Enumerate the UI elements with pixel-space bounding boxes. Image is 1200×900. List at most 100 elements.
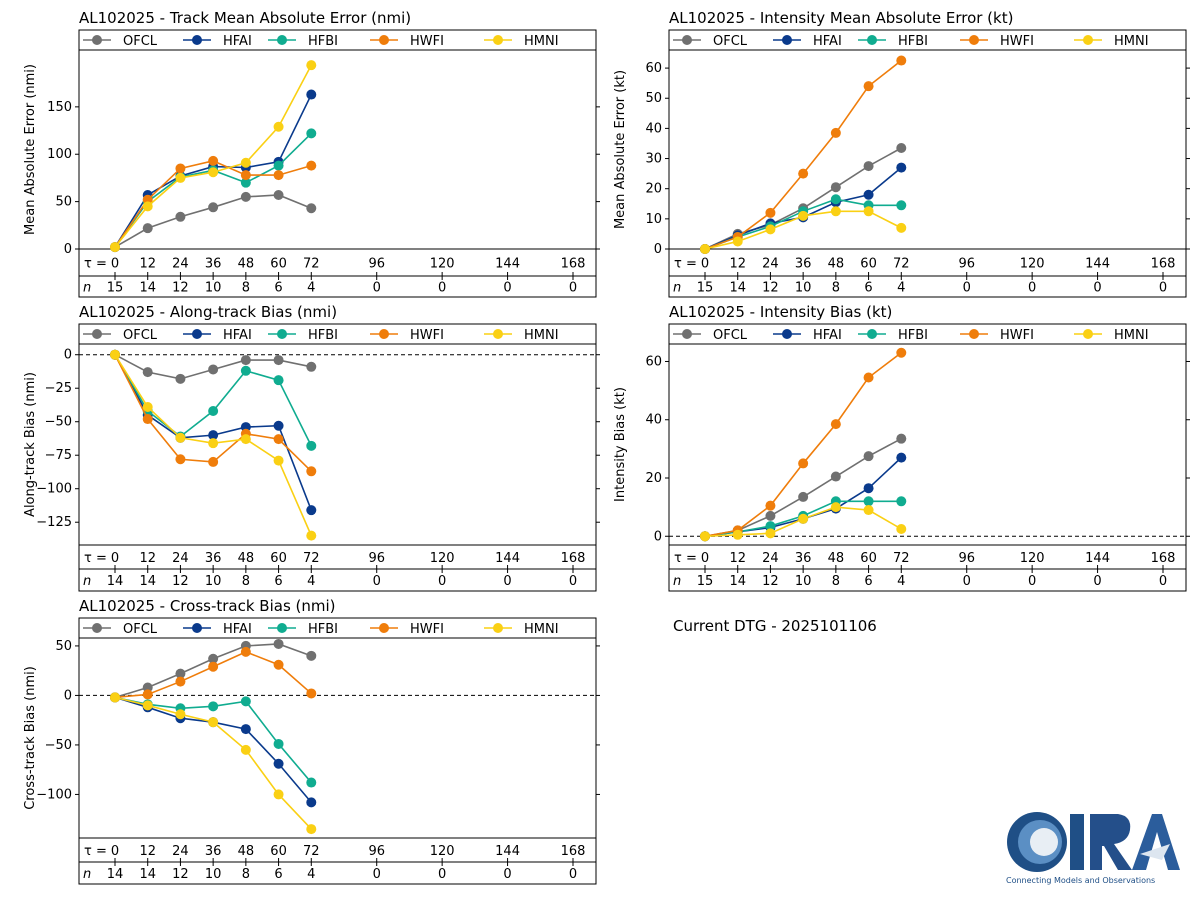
legend-label: HFAI (813, 34, 842, 49)
n-count-label: 0 (438, 574, 446, 589)
tau-label: 60 (270, 844, 287, 859)
data-point-hfai (863, 189, 874, 200)
n-count-label: 0 (569, 281, 577, 296)
legend-item-hfbi: HFBI (858, 34, 928, 49)
legend-item-ofcl: OFCL (673, 328, 748, 343)
intensity-panel: AL102025 - Intensity Mean Absolute Error… (613, 9, 1190, 298)
tau-label: 144 (495, 551, 520, 566)
n-count-label: 14 (107, 867, 124, 882)
data-point-hmni (240, 157, 251, 168)
legend-label: OFCL (713, 328, 748, 343)
legend-item-hfbi: HFBI (858, 328, 928, 343)
track-panel: AL102025 - Track Mean Absolute Error (nm… (23, 9, 600, 298)
legend-label: HFBI (308, 328, 338, 343)
data-point-hwfi (273, 434, 284, 445)
data-point-hfbi (273, 160, 284, 171)
series-line-hfai (114, 696, 312, 803)
data-point-hfai (896, 452, 907, 463)
legend-item-ofcl: OFCL (673, 34, 748, 49)
legend-label: OFCL (713, 34, 748, 49)
tau-label: 0 (701, 257, 709, 272)
data-point-hwfi (142, 414, 153, 425)
data-point-hwfi (830, 419, 841, 430)
tau-label: 12 (729, 551, 746, 566)
data-point-ofcl (896, 142, 907, 153)
data-point-hwfi (175, 163, 186, 174)
legend-item-hwfi: HWFI (370, 34, 444, 49)
tau-label: 72 (303, 551, 320, 566)
data-point-hmni (273, 789, 284, 800)
data-point-ofcl (798, 491, 809, 502)
data-point-hwfi (798, 458, 809, 469)
n-count-label: 4 (307, 281, 315, 296)
y-tick-label: 150 (47, 100, 72, 115)
legend-marker (782, 329, 792, 339)
legend-label: HMNI (1114, 34, 1149, 49)
y-tick-label: 50 (55, 195, 72, 210)
data-point-hfai (896, 162, 907, 173)
legend-label: HMNI (1114, 328, 1149, 343)
legend-marker (493, 623, 503, 633)
n-count-label: 4 (897, 281, 905, 296)
n-count-label: 4 (897, 574, 905, 589)
n-count-label: 4 (307, 574, 315, 589)
data-point-hwfi (240, 170, 251, 181)
n-count-label: 8 (242, 281, 250, 296)
n-count-label: 14 (729, 281, 746, 296)
data-point-hmni (896, 523, 907, 534)
data-point-hwfi (306, 688, 317, 699)
cross-title: AL102025 - Cross-track Bias (nmi) (79, 597, 336, 615)
data-point-hwfi (863, 81, 874, 92)
data-point-hwfi (863, 372, 874, 383)
tau-label: 24 (172, 551, 189, 566)
data-point-hwfi (175, 676, 186, 687)
tau-prefix: τ = (84, 551, 107, 566)
data-point-hfbi (240, 365, 251, 376)
legend-marker (192, 623, 202, 633)
n-count-label: 0 (373, 867, 381, 882)
data-point-hmni (765, 528, 776, 539)
legend-label: HMNI (524, 622, 559, 637)
n-count-label: 12 (172, 867, 189, 882)
data-point-ofcl (240, 355, 251, 366)
y-tick-label: 0 (64, 688, 72, 703)
n-count-label: 8 (832, 574, 840, 589)
n-count-label: 8 (832, 281, 840, 296)
tau-label: 0 (111, 257, 119, 272)
legend-label: HFAI (223, 622, 252, 637)
y-tick-label: 0 (654, 242, 662, 257)
data-point-hfbi (208, 406, 219, 416)
data-point-hfai (208, 430, 219, 441)
n-count-label: 0 (569, 574, 577, 589)
n-prefix: n (83, 867, 91, 882)
tau-label: 24 (762, 551, 779, 566)
tau-label: 168 (1151, 551, 1176, 566)
legend-marker (92, 623, 102, 633)
track-title: AL102025 - Track Mean Absolute Error (nm… (79, 9, 411, 27)
data-point-hwfi (142, 689, 153, 700)
data-point-ofcl (175, 373, 186, 384)
data-point-hfbi (240, 177, 251, 188)
y-tick-label: −100 (36, 482, 72, 497)
legend-item-hfbi: HFBI (268, 34, 338, 49)
tau-label: 72 (893, 551, 910, 566)
tau-label: 144 (1085, 257, 1110, 272)
along-ylabel: Along-track Bias (nmi) (23, 372, 38, 517)
tau-label: 48 (828, 551, 845, 566)
n-count-label: 10 (205, 574, 222, 589)
legend-item-hwfi: HWFI (370, 622, 444, 637)
n-count-label: 14 (729, 574, 746, 589)
data-point-ofcl (273, 638, 284, 649)
legend-marker (969, 35, 979, 45)
cross-frame (78, 617, 597, 885)
data-point-hmni (732, 236, 743, 247)
legend-marker (92, 35, 102, 45)
n-count-label: 0 (1028, 281, 1036, 296)
data-point-hmni (240, 744, 251, 755)
tau-label: 72 (303, 844, 320, 859)
legend-marker (277, 623, 287, 633)
data-point-ofcl (896, 433, 907, 444)
legend-label: HWFI (410, 622, 444, 637)
tau-label: 144 (1085, 551, 1110, 566)
